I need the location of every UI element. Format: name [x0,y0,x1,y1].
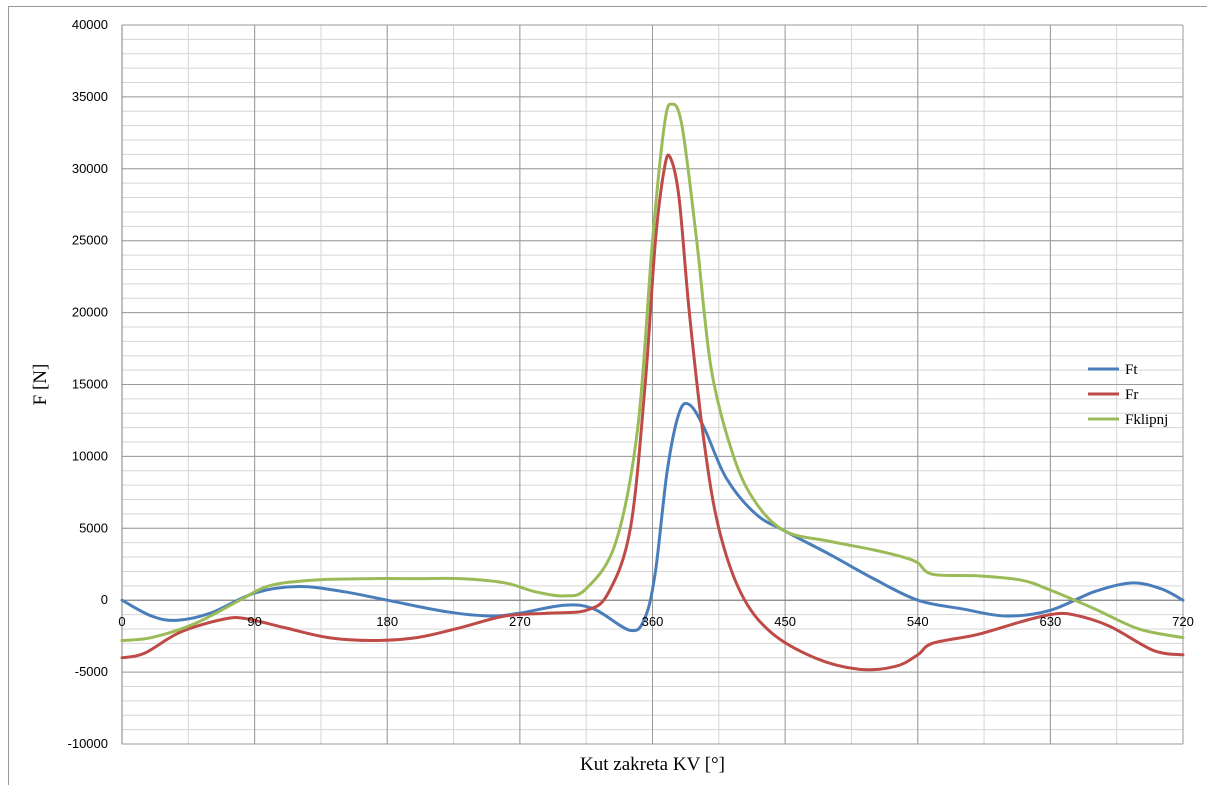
series-line-fr [120,153,1185,672]
y-tick-label: 25000 [72,233,108,248]
y-tick-label: -5000 [75,664,108,679]
y-tick-label: 0 [101,592,108,607]
x-tick-label: 630 [1040,614,1062,629]
y-tick-labels: -10000 -5000 0 5000 10000 15000 20000 25000 3000… [68,17,108,751]
y-tick-label: 35000 [72,89,108,104]
legend-label-ft: Ft [1125,362,1138,378]
chart-frame [8,6,1207,785]
series-line-ft [120,401,1185,633]
x-tick-label: 180 [376,614,398,629]
legend-label-fklipnj: Fklipnj [1125,412,1168,428]
x-tick-label: 90 [247,614,261,629]
y-tick-label: 15000 [72,377,108,392]
legend: Ft Fr Fklipnj [1088,362,1168,428]
x-tick-label: 540 [907,614,929,629]
y-tick-label: 40000 [72,17,108,32]
y-tick-label: 20000 [72,305,108,320]
legend-label-fr: Fr [1125,387,1138,403]
axes [121,25,1183,744]
y-tick-label: 5000 [79,520,108,535]
x-tick-label: 0 [118,614,125,629]
y-tick-label: 30000 [72,161,108,176]
y-tick-label: -10000 [68,736,108,751]
x-tick-label: 360 [642,614,664,629]
x-tick-label: 450 [774,614,796,629]
x-tick-label: 270 [509,614,531,629]
x-axis-title: Kut zakreta KV [°] [580,754,725,775]
series-line-fklipnj [120,102,1185,642]
x-tick-labels: 0 90 180 270 360 450 540 630 720 [118,614,1193,629]
series-lines [120,102,1185,672]
x-tick-label: 720 [1172,614,1194,629]
y-tick-label: 10000 [72,448,108,463]
y-axis-title: F [N] [30,364,51,406]
major-gridlines [121,24,1184,745]
